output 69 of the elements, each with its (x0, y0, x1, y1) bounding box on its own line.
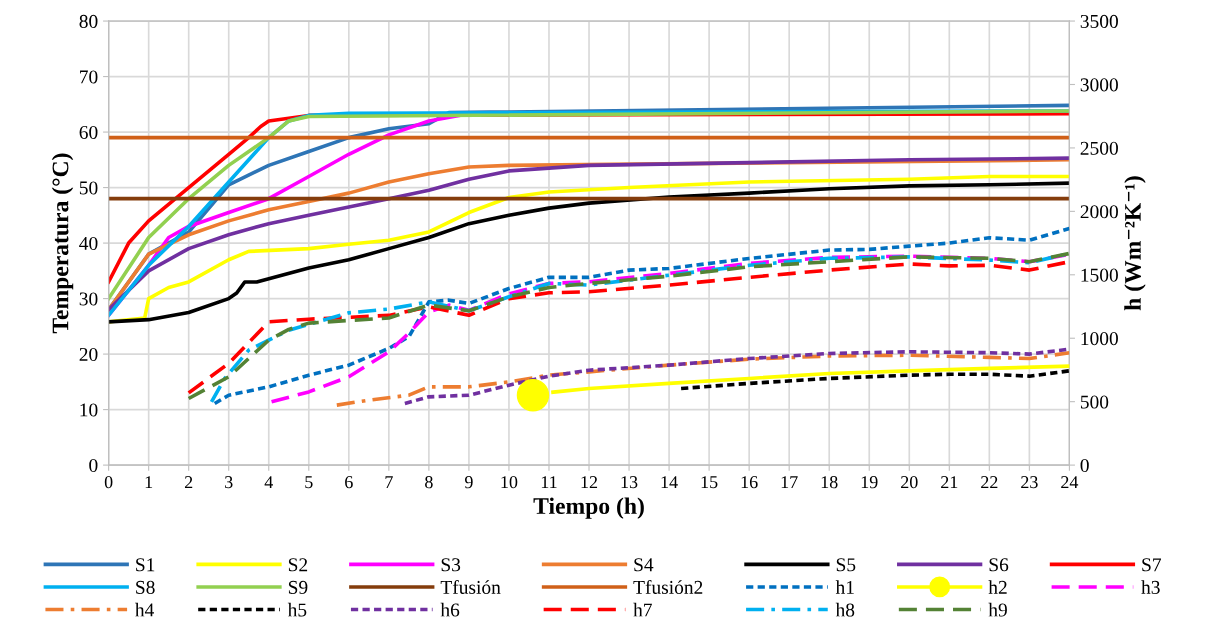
x-tick-label: 22 (981, 476, 998, 489)
x-tick-label: 11 (541, 476, 557, 489)
x-tick-label: 17 (781, 476, 798, 489)
y-tick-label: 60 (79, 125, 98, 139)
legend-label: S8 (136, 580, 155, 594)
x-tick-label: 12 (581, 476, 598, 489)
legend-label: h7 (633, 602, 652, 617)
line-series (335, 351, 1070, 407)
x-tick-label: 3 (225, 476, 233, 489)
y2-tick-label: 3500 (1080, 14, 1118, 28)
legend-label: Tfusión (440, 580, 501, 594)
y-axis-title: Temperatura (°C) (51, 153, 74, 334)
x-tick-label: 23 (1021, 476, 1038, 489)
x-tick-label: 20 (901, 476, 918, 489)
y-tick-label: 70 (80, 70, 98, 84)
x-tick-label: 7 (385, 476, 393, 489)
legend-label: h2 (988, 580, 1007, 594)
x-tick-label: 2 (184, 476, 193, 489)
legend-label: S9 (288, 580, 308, 594)
line-series (212, 226, 1070, 406)
legend-label: S1 (136, 558, 155, 572)
legend-label: h5 (287, 602, 307, 617)
x-tick-label: 4 (264, 476, 273, 489)
x-tick-label: 19 (861, 476, 878, 489)
x-tick-label: 14 (661, 476, 678, 489)
y2-tick-label: 2000 (1080, 205, 1118, 219)
legend-label: h3 (1141, 580, 1160, 594)
x-tick-label: 0 (104, 476, 113, 489)
y-tick-label: 40 (79, 236, 98, 251)
y2-tick-label: 1000 (1081, 332, 1118, 346)
x-tick-label: 16 (741, 476, 758, 489)
x-tick-label: 21 (941, 476, 958, 489)
legend-label: S7 (1142, 558, 1162, 572)
legend-label: S3 (441, 558, 461, 572)
legend-label: h1 (835, 580, 854, 594)
x-tick-label: 18 (821, 476, 838, 489)
legend-label: S6 (989, 558, 1009, 572)
x-tick-label: 5 (305, 476, 313, 489)
y2-tick-label: 500 (1080, 395, 1109, 409)
y2-tick-label: 1500 (1081, 268, 1118, 282)
y2-tick-label: 2500 (1080, 141, 1118, 155)
x-axis-title: Tiempo (h) (533, 497, 644, 519)
x-tick-label: 8 (425, 476, 433, 489)
y2-axis-title: h (Wm⁻²K⁻¹) (1124, 176, 1146, 311)
y-tick-label: 80 (79, 14, 98, 28)
legend-label: h8 (835, 602, 855, 617)
x-tick-label: 1 (145, 476, 153, 489)
y-tick-label: 10 (80, 403, 98, 417)
legend-label: S5 (836, 558, 856, 572)
line-series (679, 369, 1070, 391)
x-tick-label: 13 (621, 476, 638, 489)
line-series (551, 364, 1070, 394)
x-tick-label: 6 (345, 476, 353, 489)
y-tick-label: 0 (89, 458, 98, 473)
x-tick-label: 24 (1061, 476, 1079, 489)
legend-label: h4 (135, 602, 155, 617)
y2-tick-label: 0 (1080, 458, 1089, 473)
x-tick-label: 10 (501, 476, 518, 489)
y-tick-label: 30 (79, 292, 98, 306)
y-tick-label: 50 (79, 181, 98, 195)
legend-label: h9 (988, 602, 1007, 617)
y2-tick-label: 3000 (1080, 78, 1118, 92)
legend-label: S2 (288, 558, 308, 572)
x-tick-label: 9 (464, 476, 473, 489)
y-tick-label: 20 (79, 347, 98, 362)
legend-label: S4 (634, 558, 654, 572)
legend-label: h6 (440, 602, 460, 617)
x-tick-label: 15 (701, 476, 718, 489)
legend-label: Tfusión2 (633, 580, 703, 594)
